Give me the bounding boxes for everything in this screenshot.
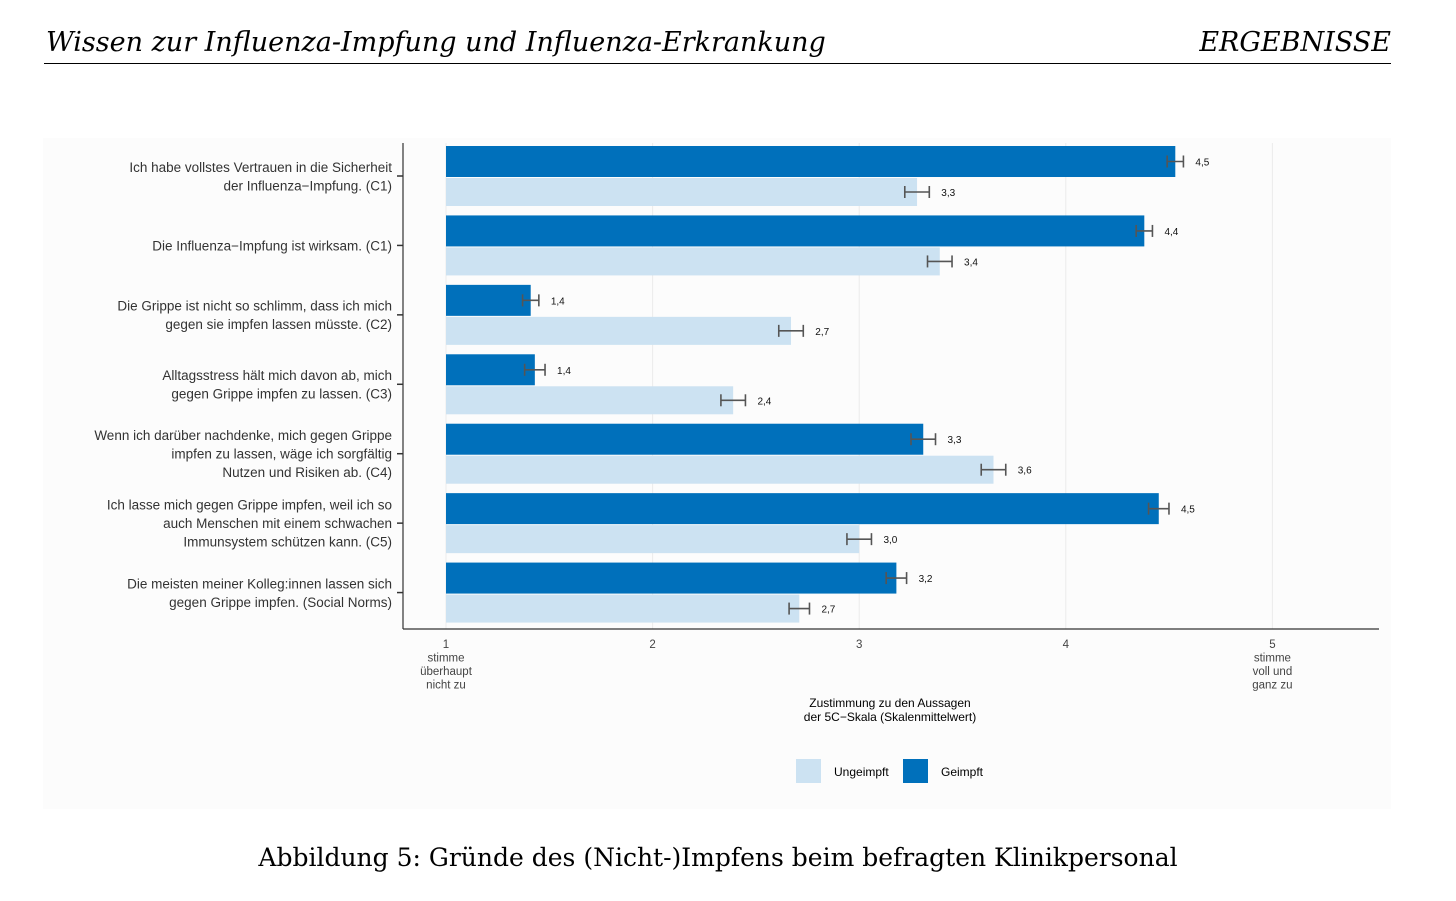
bar-geimpft [446,146,1176,177]
bar-ungeimpft [446,594,800,623]
bar-geimpft [446,215,1145,247]
category-label: Die Grippe ist nicht so schlimm, dass ic… [117,299,392,333]
data-label: 1,4 [551,296,565,307]
bar-geimpft [446,423,924,455]
category-label: Die Influenza−Impfung ist wirksam. (C1) [152,238,392,253]
data-label: 3,0 [883,535,897,546]
bar-ungeimpft [446,386,734,415]
bar-ungeimpft [446,178,918,206]
data-label: 4,5 [1181,505,1195,516]
data-label: 4,4 [1164,227,1178,238]
data-label: 4,5 [1195,158,1209,169]
bar-ungeimpft [446,525,860,554]
data-label: 3,3 [941,188,955,199]
bar-geimpft [446,562,897,594]
category-label: Die meisten meiner Kolleg:innen lassen s… [127,576,392,610]
x-tick-label: 3 [856,639,862,651]
running-title: Wissen zur Influenza-Impfung und Influen… [46,27,826,58]
data-label: 2,7 [815,327,829,338]
category-label: Ich lasse mich gegen Grippe impfen, weil… [107,498,392,550]
category-label: Ich habe vollstes Vertrauen in die Siche… [129,160,392,194]
bar-geimpft [446,284,531,316]
x-tick-label: 2 [649,639,655,651]
legend-swatch [796,759,821,783]
category-label: Alltagsstress hält mich davon ab, mich ge… [162,368,392,402]
x-axis-title: Zustimmung zu den Aussagen der 5C−Skala (… [804,696,976,724]
category-label: Wenn ich darüber nachdenke, mich gegen G… [94,428,392,480]
bar-geimpft [446,354,535,386]
page-header: Wissen zur Influenza-Impfung und Influen… [44,26,1391,64]
legend-swatch [903,759,928,783]
legend-label: Ungeimpft [834,765,889,779]
data-label: 1,4 [557,366,571,377]
x-tick-label: 1 stimme überhaupt nicht zu [420,639,473,692]
bar-ungeimpft [446,247,940,276]
bar-ungeimpft [446,455,994,484]
bar-chart: 4,5 3,3 Ich habe vollstes Vertrauen in die… [94,143,1379,783]
data-label: 3,2 [919,574,933,585]
bar-geimpft [446,493,1159,525]
legend-label: Geimpft [941,765,984,779]
data-label: 3,6 [1018,466,1032,477]
section-title: ERGEBNISSE [1199,27,1391,58]
chart-area: 4,5 3,3 Ich habe vollstes Vertrauen in die… [43,138,1391,809]
x-tick-label: 4 [1063,639,1070,651]
data-label: 3,3 [948,435,962,446]
data-label: 2,7 [821,605,835,616]
bar-ungeimpft [446,316,792,345]
data-label: 2,4 [757,396,771,407]
data-label: 3,4 [964,257,978,268]
x-tick-label: 5 stimme voll und ganz zu [1252,639,1292,692]
figure-caption: Abbildung 5: Gründe des (Nicht-)Impfens … [258,843,1178,872]
